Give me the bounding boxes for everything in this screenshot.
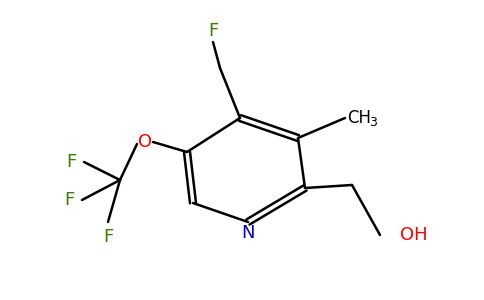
Text: F: F [208,22,218,40]
Text: OH: OH [400,226,428,244]
Text: CH: CH [347,109,371,127]
Text: 3: 3 [369,116,377,128]
Text: O: O [138,133,152,151]
Text: F: F [66,153,76,171]
Text: N: N [241,224,255,242]
Text: F: F [103,228,113,246]
Text: F: F [64,191,74,209]
